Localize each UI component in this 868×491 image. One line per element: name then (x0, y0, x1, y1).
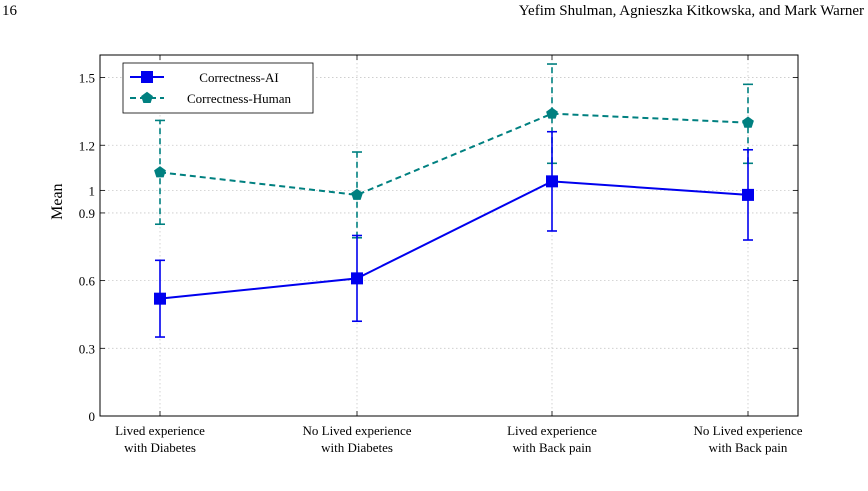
y-tick-label: 0 (89, 409, 96, 424)
page-number: 16 (2, 3, 17, 19)
legend: Correctness-AI Correctness-Human (122, 62, 314, 114)
legend-label: Correctness-Human (187, 91, 291, 106)
x-tick-label: Lived experience with Diabetes (115, 423, 205, 455)
y-axis-label: Mean (49, 183, 66, 219)
series-correctness-ai (154, 130, 754, 338)
data-point-pentagon (154, 166, 166, 178)
data-point-square (154, 292, 166, 305)
x-tick-label: No Lived experience with Diabetes (302, 423, 411, 455)
y-tick-label: 1.5 (79, 71, 95, 86)
x-tick-label: Lived experience with Back pain (507, 423, 597, 455)
series-line (159, 112, 749, 196)
plot-frame (99, 54, 799, 417)
y-tick-label: 0.3 (79, 341, 95, 356)
series-layer (154, 63, 754, 338)
y-tick-label: 0.9 (79, 206, 95, 221)
data-point-pentagon (351, 188, 363, 200)
legend-box (122, 62, 314, 114)
y-tick-label: 1.2 (79, 138, 95, 153)
x-tick-label: No Lived experience with Back pain (693, 423, 802, 455)
data-point-square (546, 175, 558, 188)
data-point-square (351, 272, 363, 285)
legend-label: Correctness-AI (199, 70, 278, 85)
data-point-square (141, 71, 153, 83)
data-point-pentagon (141, 91, 153, 104)
data-point-pentagon (742, 116, 754, 128)
data-point-pentagon (546, 107, 558, 119)
y-tick-label: 0.6 (79, 274, 96, 289)
y-tick-label: 1 (89, 183, 96, 198)
data-point-square (742, 188, 754, 201)
gridlines (100, 55, 798, 416)
axis-ticks: 0 0.3 0.6 0.9 1 1.2 1.5 Lived experience with Di… (79, 55, 803, 455)
running-head-authors: Yefim Shulman, Agnieszka Kitkowska, and … (518, 3, 864, 19)
series-correctness-human (154, 63, 754, 239)
series-line (159, 180, 749, 300)
